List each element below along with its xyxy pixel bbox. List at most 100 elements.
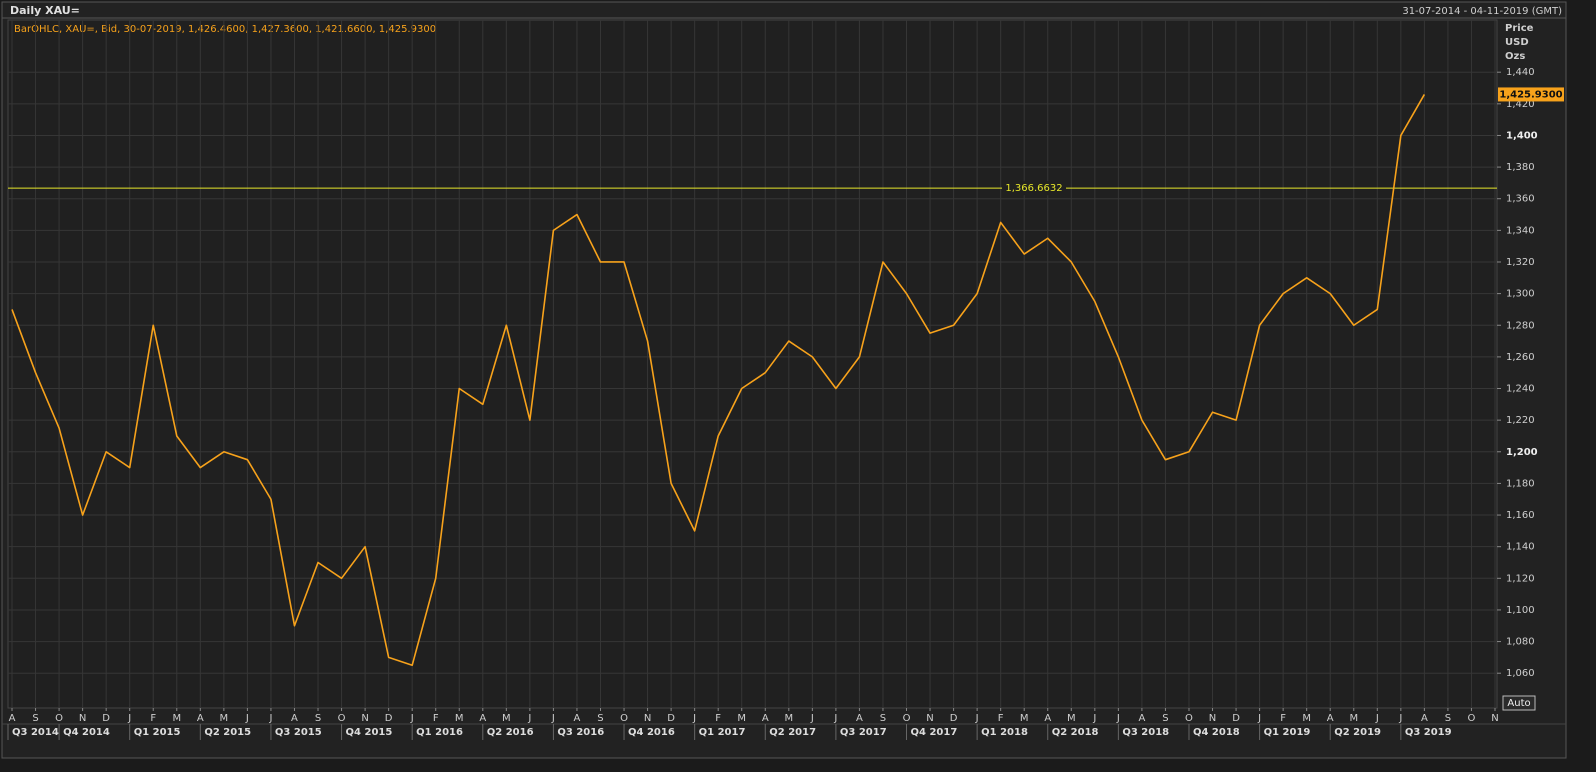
x-tick-label: M (784, 713, 793, 724)
y-tick-label: 1,440 (1506, 67, 1535, 78)
x-tick-label: N (361, 713, 368, 724)
x-tick-label: D (1232, 713, 1240, 724)
quarter-label: Q4 2015 (346, 727, 393, 738)
x-tick-label: M (455, 713, 464, 724)
quarter-label: Q1 2016 (416, 727, 463, 738)
level-label-bg (1002, 181, 1066, 196)
x-tick-label: D (667, 713, 675, 724)
y-tick-label: 1,220 (1506, 415, 1535, 426)
y-tick-label: 1,100 (1506, 605, 1535, 616)
quarter-label: Q3 2015 (275, 727, 322, 738)
x-tick-label: M (220, 713, 229, 724)
y-tick-label: 1,340 (1506, 225, 1535, 236)
quarter-label: Q3 2014 (12, 727, 59, 738)
y-tick-label: 1,400 (1506, 130, 1538, 141)
y-axis-label: USD (1505, 37, 1529, 48)
x-tick-label: J (245, 713, 249, 724)
x-tick-label: J (1375, 713, 1379, 724)
plot-area (7, 19, 1498, 709)
auto-button-label[interactable]: Auto (1507, 698, 1530, 709)
x-tick-label: F (1280, 713, 1286, 724)
x-tick-label: S (315, 713, 321, 724)
y-tick-label: 1,320 (1506, 257, 1535, 268)
x-tick-label: M (172, 713, 181, 724)
date-range: 31-07-2014 - 04-11-2019 (GMT) (1402, 6, 1562, 17)
x-tick-label: O (338, 713, 346, 724)
x-tick-label: N (926, 713, 933, 724)
x-tick-label: A (1421, 713, 1428, 724)
x-tick-label: M (1349, 713, 1358, 724)
x-tick-label: M (502, 713, 511, 724)
x-tick-label: A (1138, 713, 1145, 724)
y-tick-label: 1,080 (1506, 637, 1535, 648)
quarter-label: Q1 2019 (1264, 727, 1311, 738)
x-tick-label: A (9, 713, 16, 724)
y-tick-label: 1,300 (1506, 289, 1535, 300)
x-tick-label: D (385, 713, 393, 724)
x-tick-label: D (950, 713, 958, 724)
quarter-label: Q1 2018 (981, 727, 1028, 738)
x-tick-label: J (810, 713, 814, 724)
x-tick-label: F (150, 713, 156, 724)
x-tick-label: N (1209, 713, 1216, 724)
x-tick-label: O (1468, 713, 1476, 724)
x-tick-label: J (1257, 713, 1261, 724)
quarter-label: Q1 2017 (699, 727, 746, 738)
x-tick-label: M (1067, 713, 1076, 724)
level-label: 1,366.6632 (1005, 183, 1062, 194)
x-tick-label: N (644, 713, 651, 724)
x-tick-label: J (1116, 713, 1120, 724)
x-tick-label: N (1491, 713, 1498, 724)
x-tick-label: J (975, 713, 979, 724)
quarter-label: Q4 2017 (911, 727, 958, 738)
x-tick-label: F (998, 713, 1004, 724)
x-tick-label: J (527, 713, 531, 724)
y-tick-label: 1,200 (1506, 447, 1538, 458)
quarter-label: Q2 2017 (769, 727, 816, 738)
x-tick-label: J (551, 713, 555, 724)
x-tick-label: A (479, 713, 486, 724)
quarter-label: Q3 2016 (557, 727, 604, 738)
x-tick-label: O (903, 713, 911, 724)
x-tick-label: O (620, 713, 628, 724)
quarter-label: Q2 2018 (1052, 727, 1099, 738)
x-tick-label: S (1162, 713, 1168, 724)
auto-button[interactable] (1502, 695, 1536, 711)
x-tick-label: J (1092, 713, 1096, 724)
quarter-label: Q2 2015 (204, 727, 251, 738)
x-tick-label: A (856, 713, 863, 724)
x-tick-label: S (880, 713, 886, 724)
y-axis-label: Price (1505, 23, 1534, 34)
x-tick-label: A (574, 713, 581, 724)
y-tick-label: 1,280 (1506, 320, 1535, 331)
x-tick-label: N (79, 713, 86, 724)
x-tick-label: M (1302, 713, 1311, 724)
x-tick-label: S (1445, 713, 1451, 724)
x-tick-label: S (32, 713, 38, 724)
y-tick-label: 1,360 (1506, 194, 1535, 205)
y-tick-label: 1,180 (1506, 478, 1535, 489)
x-tick-label: O (55, 713, 63, 724)
y-tick-label: 1,380 (1506, 162, 1535, 173)
y-tick-label: 1,140 (1506, 542, 1535, 553)
x-tick-label: A (197, 713, 204, 724)
chart-title: Daily XAU= (10, 4, 80, 17)
x-tick-label: J (1398, 713, 1402, 724)
quarter-label: Q3 2019 (1405, 727, 1452, 738)
price-line (11, 94, 1426, 667)
quarter-label: Q1 2015 (134, 727, 181, 738)
y-tick-label: 1,060 (1506, 668, 1535, 679)
x-tick-label: A (762, 713, 769, 724)
y-tick-label: 1,160 (1506, 510, 1535, 521)
x-tick-label: S (597, 713, 603, 724)
x-tick-label: J (692, 713, 696, 724)
x-tick-label: A (1044, 713, 1051, 724)
x-tick-label: M (1020, 713, 1029, 724)
x-tick-label: D (102, 713, 110, 724)
x-tick-label: O (1185, 713, 1193, 724)
x-tick-label: J (410, 713, 414, 724)
y-tick-label: 1,420 (1506, 99, 1535, 110)
x-tick-label: F (715, 713, 721, 724)
quarter-label: Q4 2014 (63, 727, 110, 738)
